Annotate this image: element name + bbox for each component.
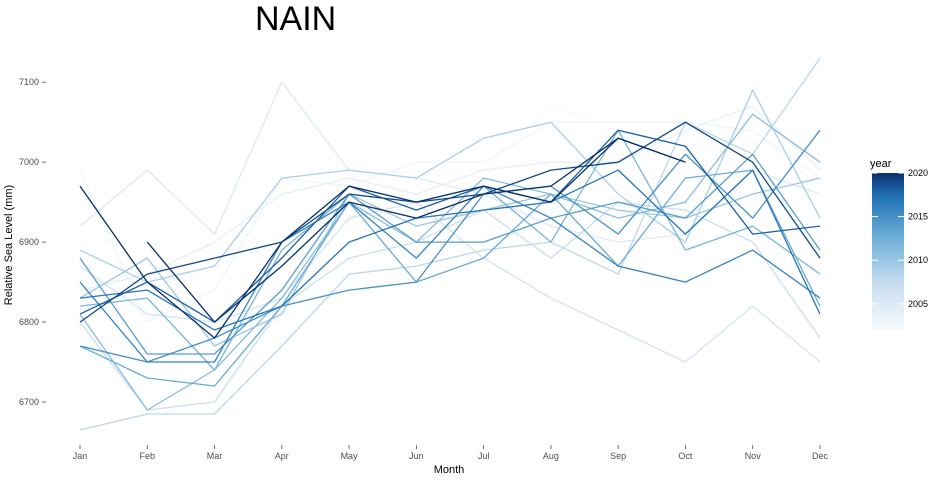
legend-ticks: 2005 2010 2015 2020: [872, 168, 928, 309]
x-tick-label: Mar: [207, 451, 223, 461]
x-axis: Jan Feb Mar Apr May Jun Jul Aug Sep Oct Nov Dec: [73, 445, 829, 461]
series-line-2004: [79, 105, 821, 291]
y-axis: 6700 6800 6900 7000 7100: [19, 77, 46, 407]
legend-tick-label: 2010: [908, 255, 928, 265]
x-tick-label: May: [341, 451, 359, 461]
x-tick-label: Aug: [543, 451, 559, 461]
series-line-2006: [79, 201, 821, 363]
x-tick-label: Dec: [812, 451, 829, 461]
series-line-2015: [79, 129, 821, 363]
x-tick-label: Jan: [73, 451, 88, 461]
series-line-2019: [79, 121, 821, 323]
y-tick-label: 7000: [19, 157, 39, 167]
series-line-2011: [79, 113, 821, 411]
x-axis-title: Month: [434, 464, 465, 476]
series-line-2007: [79, 201, 821, 411]
series-line-2020: [79, 137, 686, 339]
series-line-2002: [79, 105, 821, 291]
year-legend: year 2005 2010 2015 2020: [870, 158, 928, 330]
series-line-2017: [79, 169, 821, 331]
legend-tick-label: 2015: [908, 212, 928, 222]
x-tick-label: Jun: [409, 451, 424, 461]
series-line-2010: [79, 177, 821, 347]
legend-title: year: [870, 158, 892, 170]
series-line-2016: [79, 185, 821, 363]
x-tick-label: Nov: [745, 451, 762, 461]
series-line-2009: [79, 89, 821, 283]
x-tick-label: Oct: [678, 451, 693, 461]
x-tick-label: Jul: [478, 451, 490, 461]
y-tick-label: 6900: [19, 237, 39, 247]
y-tick-label: 7100: [19, 77, 39, 87]
x-tick-label: Feb: [140, 451, 156, 461]
legend-colorbar: [872, 173, 904, 330]
series-line-2020: [146, 137, 686, 323]
series-line-2014: [79, 153, 821, 355]
legend-tick-label: 2020: [908, 168, 928, 178]
series-line-2012: [79, 129, 821, 371]
chart-title: NAIN: [255, 0, 336, 38]
x-tick-label: Apr: [275, 451, 289, 461]
y-tick-label: 6700: [19, 397, 39, 407]
x-tick-label: Sep: [610, 451, 626, 461]
series-line-2008: [79, 57, 821, 431]
legend-tick-label: 2005: [908, 299, 928, 309]
series-line-2013: [79, 169, 821, 387]
series-line-2003: [79, 121, 821, 323]
series-layer: [79, 57, 821, 431]
y-axis-title: Relative Sea Level (mm): [3, 185, 15, 305]
y-tick-label: 6800: [19, 317, 39, 327]
